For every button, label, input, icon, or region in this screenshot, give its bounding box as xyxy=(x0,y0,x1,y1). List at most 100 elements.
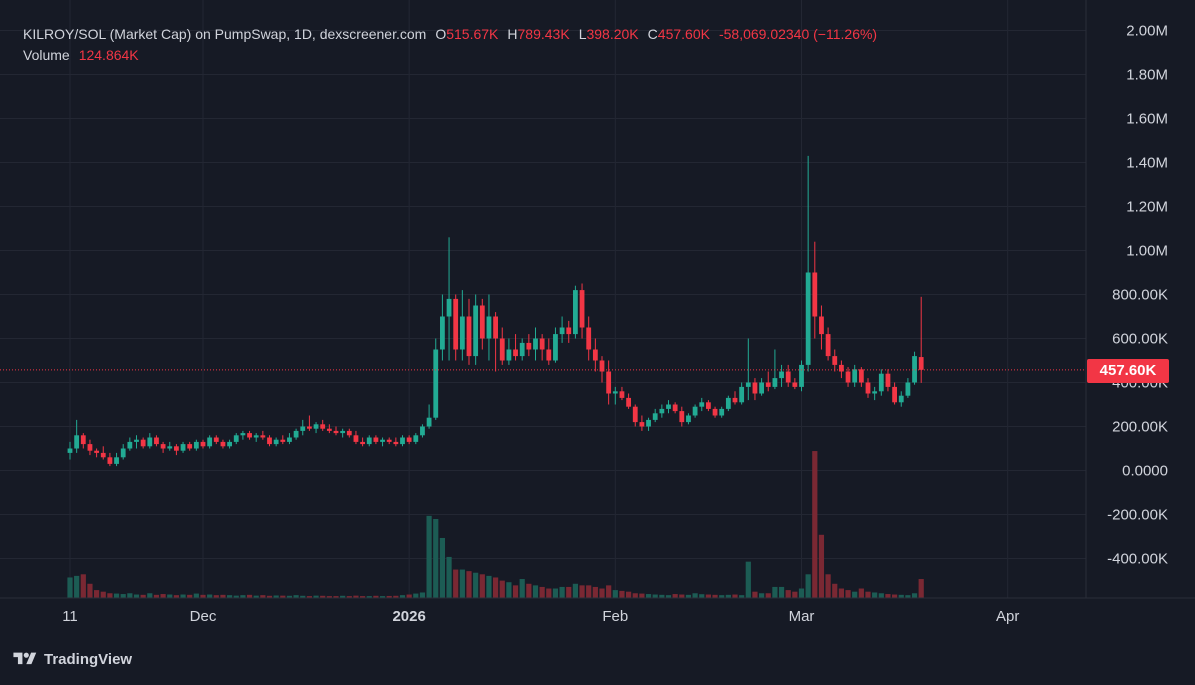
volume-bar xyxy=(386,595,392,598)
candle-body xyxy=(333,430,339,434)
candle-body xyxy=(819,316,824,335)
volume-bar xyxy=(818,534,825,598)
candle-body xyxy=(74,435,80,449)
volume-bar xyxy=(778,586,785,598)
candle-body xyxy=(380,439,385,442)
volume-bar xyxy=(100,591,106,598)
volume-bar xyxy=(133,594,140,598)
candle-body xyxy=(632,406,638,423)
volume-bar xyxy=(220,594,226,598)
candle-body xyxy=(187,444,193,449)
candle-body xyxy=(812,272,818,317)
volume-bar xyxy=(512,585,519,598)
volume-bar xyxy=(878,593,884,598)
candle-body xyxy=(180,444,186,451)
candle-body xyxy=(579,290,585,328)
volume-bar xyxy=(313,595,319,598)
candle-body xyxy=(686,415,691,423)
candle-body xyxy=(898,395,904,403)
open-value: 515.67K xyxy=(446,26,499,42)
volume-bar xyxy=(572,583,578,598)
time-scale: 11 Dec 2026 Feb Mar Apr xyxy=(62,608,1019,625)
symbol-title: KILROY/SOL (Market Cap) on PumpSwap, 1D,… xyxy=(23,26,427,42)
volume-bar xyxy=(459,569,465,598)
volume-bar xyxy=(898,594,904,598)
volume-bar xyxy=(652,594,658,598)
candle-body xyxy=(779,371,784,379)
volume-bar xyxy=(113,593,120,598)
chart-legend: KILROY/SOL (Market Cap) on PumpSwap, 1D,… xyxy=(23,24,877,66)
candle-body xyxy=(353,435,359,442)
volume-bar xyxy=(752,591,758,598)
volume-bar xyxy=(645,594,652,598)
candle-body xyxy=(912,356,917,383)
volume-bar xyxy=(552,588,559,598)
volume-bar xyxy=(393,595,399,598)
candle-body xyxy=(154,437,159,445)
candle-body xyxy=(320,424,326,429)
price-tick-label: 1.60M xyxy=(1126,111,1168,128)
volume-bar xyxy=(606,585,612,598)
legend-volume-row: Volume 124.864K xyxy=(23,45,877,66)
price-scale-bg[interactable] xyxy=(1086,0,1195,598)
volume-bar xyxy=(413,593,419,598)
candle-body xyxy=(160,444,166,449)
candle-body xyxy=(566,327,572,335)
volume-bar xyxy=(712,594,718,598)
volume-bar xyxy=(286,595,293,598)
volume-bar xyxy=(293,595,299,598)
candle-body xyxy=(825,334,831,357)
volume-bar xyxy=(346,596,352,598)
candle-body xyxy=(446,298,452,317)
candle-body xyxy=(207,437,213,447)
candle-body xyxy=(140,439,146,447)
time-tick-label: 2026 xyxy=(392,608,425,625)
high-value: 789.43K xyxy=(517,26,570,42)
volume-bar xyxy=(685,594,692,598)
candle-body xyxy=(799,364,804,387)
candle-body xyxy=(553,334,558,361)
candle-body xyxy=(114,457,119,464)
volume-bar xyxy=(911,593,918,598)
price-tick-label: 600.00K xyxy=(1112,331,1168,348)
price-tick-label: 800.00K xyxy=(1112,287,1168,304)
price-tick-label: 1.20M xyxy=(1126,199,1168,216)
candle-body xyxy=(765,382,771,387)
candle-body xyxy=(712,408,718,416)
candle-body xyxy=(273,439,279,445)
candle-body xyxy=(599,360,605,372)
candle-body xyxy=(280,439,286,442)
volume-bar xyxy=(187,594,193,598)
low-label: L xyxy=(578,26,587,42)
candle-body xyxy=(120,448,126,458)
volume-bar xyxy=(167,594,173,598)
volume-bar xyxy=(759,593,765,598)
branding[interactable]: TradingView xyxy=(12,648,132,670)
candle-body xyxy=(752,382,758,394)
candle-body xyxy=(619,391,625,398)
volume-bar xyxy=(300,595,306,598)
volume-bar xyxy=(153,594,160,598)
candle-body xyxy=(307,426,312,429)
volume-bar xyxy=(107,593,113,598)
volume-bar xyxy=(120,594,126,598)
volume-bars xyxy=(67,451,924,598)
volume-bar xyxy=(486,575,492,598)
candle-body xyxy=(227,441,232,447)
candle-body xyxy=(739,386,745,403)
price-tick-label: -400.00K xyxy=(1107,551,1168,568)
volume-bar xyxy=(280,595,286,598)
candle-body xyxy=(174,446,179,451)
volume-bar xyxy=(865,591,871,598)
candle-body xyxy=(852,369,858,383)
candle-body xyxy=(526,342,532,350)
candle-body xyxy=(479,305,485,339)
candle-body xyxy=(134,439,139,442)
candle-body xyxy=(639,422,645,427)
volume-bar xyxy=(253,595,259,598)
volume-bar xyxy=(858,588,864,598)
volume-bar xyxy=(433,519,439,598)
volume-bar xyxy=(832,583,838,598)
